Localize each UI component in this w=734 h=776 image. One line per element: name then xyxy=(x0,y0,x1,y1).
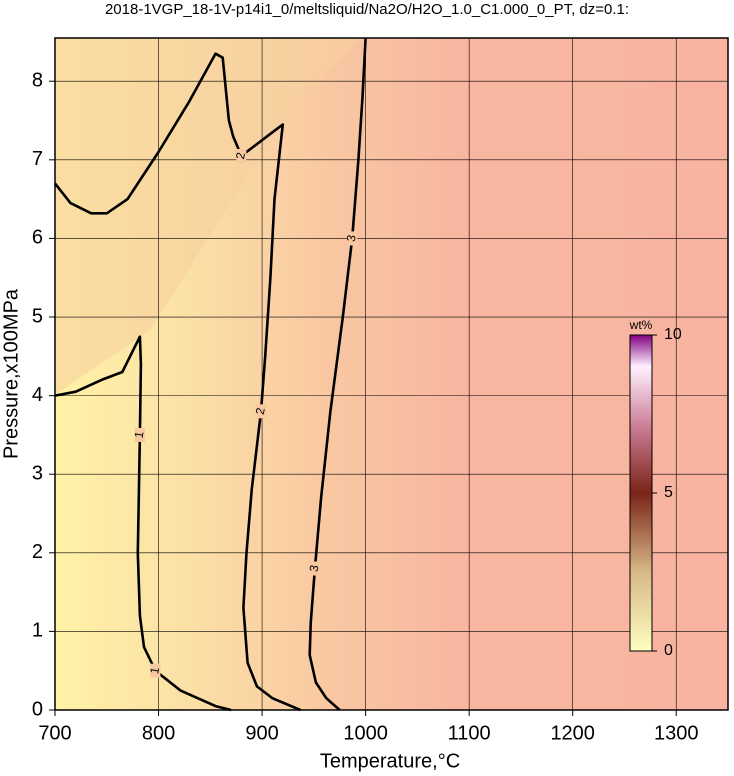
y-axis-label: Pressure,x100MPa xyxy=(0,288,22,459)
contour-label-bg xyxy=(236,148,247,163)
x-tick-label: 1100 xyxy=(448,722,491,744)
contour-label-bg xyxy=(256,404,267,419)
colorbar-tick-label: 5 xyxy=(664,484,673,501)
y-tick-label: 2 xyxy=(32,541,43,563)
contour-label: 1 xyxy=(147,666,162,675)
y-tick-label: 8 xyxy=(32,70,43,92)
colorbar-tick-label: 10 xyxy=(664,326,682,343)
y-tick-label: 7 xyxy=(32,148,43,170)
y-tick-label: 0 xyxy=(32,698,43,720)
x-tick-label: 1000 xyxy=(343,722,388,744)
y-tick-label: 1 xyxy=(32,620,43,642)
y-tick-label: 5 xyxy=(32,305,43,327)
chart-title: 2018-1VGP_18-1V-p14i1_0/meltsliquid/Na2O… xyxy=(105,1,629,18)
x-tick-label: 1200 xyxy=(550,722,595,744)
contour-label-bg xyxy=(150,663,161,678)
contour-line xyxy=(54,335,232,712)
contour-label: 3 xyxy=(344,233,359,242)
contour-label-bg xyxy=(309,561,320,576)
x-tick-label: 700 xyxy=(38,722,71,744)
x-tick-label: 900 xyxy=(245,722,278,744)
y-tick-label: 6 xyxy=(32,227,43,249)
contour-label-bg xyxy=(134,427,145,442)
contour-label: 2 xyxy=(253,406,268,415)
colorbar xyxy=(629,334,653,652)
shaded-region xyxy=(55,38,360,395)
contour-label: 3 xyxy=(307,564,322,573)
colorbar-tick-label: 0 xyxy=(664,642,673,659)
x-tick-label: 1300 xyxy=(654,722,699,744)
contour-line xyxy=(308,37,367,711)
y-tick-label: 4 xyxy=(32,384,43,406)
x-axis-label: Temperature,°C xyxy=(320,750,460,772)
plot-frame xyxy=(54,37,729,711)
colorbar-label: wt% xyxy=(629,318,653,332)
contour-label: 1 xyxy=(132,430,147,439)
contour-label-bg xyxy=(347,231,358,246)
contour-label: 2 xyxy=(233,151,248,160)
contour-line xyxy=(53,52,301,712)
x-tick-label: 800 xyxy=(142,722,175,744)
y-tick-label: 3 xyxy=(32,462,43,484)
